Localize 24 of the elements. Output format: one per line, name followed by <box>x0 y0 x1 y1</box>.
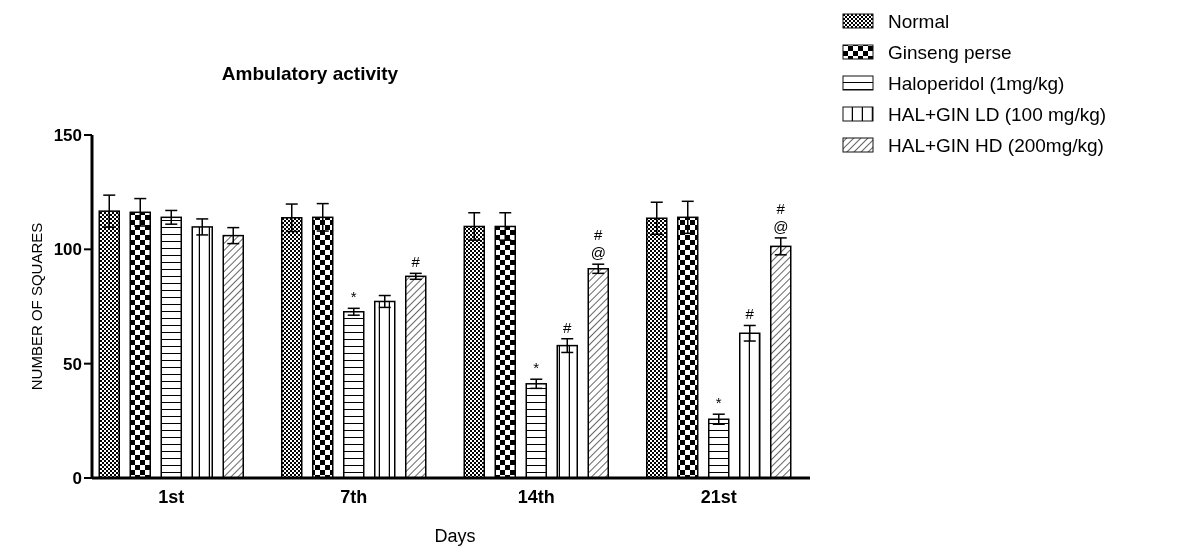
legend-label: HAL+GIN HD (200mg/kg) <box>888 134 1104 156</box>
legend-label: HAL+GIN LD (100 mg/kg) <box>888 103 1107 125</box>
y-tick-label: 50 <box>63 354 82 374</box>
x-tick-label: 1st <box>158 487 185 507</box>
data-label: * <box>533 359 540 377</box>
y-tick-label: 150 <box>53 125 82 145</box>
data-label: * <box>350 288 357 306</box>
y-tick-label: 100 <box>53 240 82 260</box>
x-tick-label: 14th <box>517 487 555 507</box>
data-label: * <box>715 394 722 412</box>
legend-label: Normal <box>888 10 950 32</box>
chart-title: Ambulatory activity <box>221 63 399 84</box>
x-tick-label: 7th <box>340 487 368 507</box>
data-label: # @ <box>773 199 789 235</box>
legend-label: Haloperidol (1mg/kg) <box>888 72 1065 94</box>
data-label: # <box>745 305 755 323</box>
data-label: # @ <box>590 226 606 262</box>
x-tick-label: 21st <box>700 487 737 507</box>
legend-label: Ginseng perse <box>888 41 1012 63</box>
y-axis-title: NUMBER OF SQUARES <box>28 222 45 391</box>
data-label: # <box>411 253 421 271</box>
x-axis-title: Days <box>434 526 476 546</box>
data-label: # <box>563 318 573 336</box>
y-tick-label: 0 <box>72 468 82 488</box>
